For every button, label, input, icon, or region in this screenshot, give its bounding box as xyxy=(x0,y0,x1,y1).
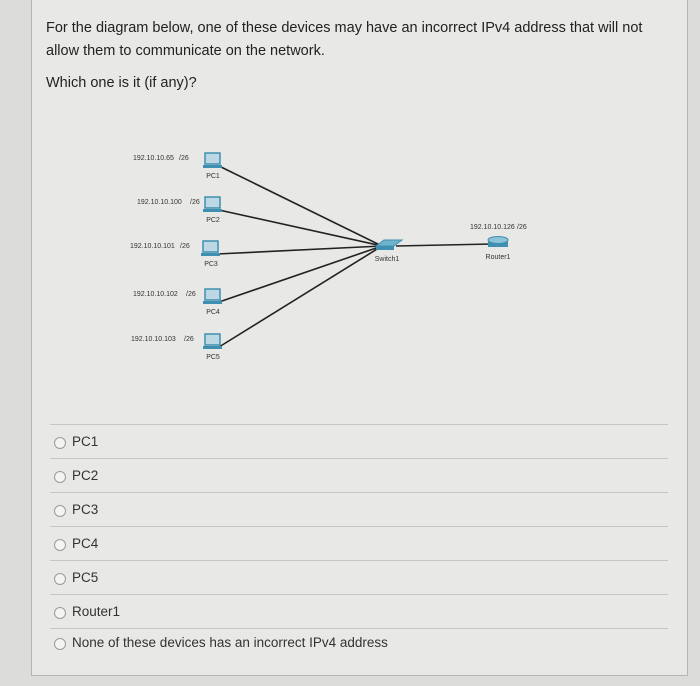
option-pc3[interactable]: PC3 xyxy=(50,493,668,527)
links xyxy=(216,165,493,348)
radio-button[interactable] xyxy=(54,437,66,449)
link-pc5 xyxy=(218,245,383,348)
question-text: For the diagram below, one of these devi… xyxy=(46,20,643,59)
option-label: PC1 xyxy=(72,434,99,449)
pc-ip: 192.10.10.100 xyxy=(137,199,182,206)
option-pc4[interactable]: PC4 xyxy=(50,527,668,561)
option-pc1[interactable]: PC1 xyxy=(50,425,668,459)
option-router1[interactable]: Router1 xyxy=(50,595,668,629)
keyboard-icon xyxy=(203,165,222,168)
link-pc4 xyxy=(218,245,383,303)
link-router1 xyxy=(395,243,493,247)
radio-button[interactable] xyxy=(54,505,66,517)
radio-button[interactable] xyxy=(54,607,66,619)
network-diagram: PC1192.10.10.65/26PC2192.10.10.100/26PC3… xyxy=(130,152,527,361)
option-label: None of these devices has an incorrect I… xyxy=(72,635,388,650)
pc-node[interactable]: PC3 192.10.10.101/26 xyxy=(130,240,220,268)
pc-mask: /26 xyxy=(190,199,200,206)
computer-icon xyxy=(204,196,221,209)
question-prompt: Which one is it (if any)? xyxy=(46,75,197,91)
pc-label: PC4 xyxy=(206,309,220,316)
pc-node[interactable]: PC2 192.10.10.100/26 xyxy=(137,196,222,224)
pc-mask: /26 xyxy=(180,243,190,250)
pc-ip: 192.10.10.103 xyxy=(131,336,176,343)
nodes: PC1192.10.10.65/26PC2192.10.10.100/26PC3… xyxy=(130,152,527,361)
link-pc2 xyxy=(218,209,383,247)
question-panel xyxy=(31,0,688,676)
computer-icon xyxy=(202,240,219,253)
pc-ip: 192.10.10.101 xyxy=(130,243,175,250)
link-pc1 xyxy=(218,165,383,247)
radio-button[interactable] xyxy=(54,638,66,650)
keyboard-icon xyxy=(201,253,220,256)
pc-node[interactable]: PC5 192.10.10.103/26 xyxy=(131,333,222,361)
keyboard-icon xyxy=(203,209,222,212)
pc-mask: /26 xyxy=(186,291,196,298)
router-label: Router1 xyxy=(486,254,511,261)
computer-icon xyxy=(204,333,221,346)
option-label: Router1 xyxy=(72,604,121,619)
option-pc2[interactable]: PC2 xyxy=(50,459,668,493)
pc-label: PC2 xyxy=(206,217,220,224)
switch-label: Switch1 xyxy=(375,256,400,263)
pc-node[interactable]: PC4 192.10.10.102/26 xyxy=(133,288,222,316)
option-label: PC3 xyxy=(72,502,99,517)
radio-button[interactable] xyxy=(54,573,66,585)
radio-button[interactable] xyxy=(54,539,66,551)
router-node[interactable]: Router1 192.10.10.126/26 xyxy=(470,224,527,261)
computer-icon xyxy=(204,288,221,301)
pc-mask: /26 xyxy=(179,155,189,162)
radio-button[interactable] xyxy=(54,471,66,483)
option-pc5[interactable]: PC5 xyxy=(50,561,668,595)
switch-icon xyxy=(374,239,404,247)
question: For the diagram below, one of these devi… xyxy=(46,17,676,104)
computer-icon xyxy=(204,152,221,165)
switch-front xyxy=(376,246,394,250)
option-label: PC2 xyxy=(72,468,99,483)
pc-label: PC1 xyxy=(206,173,220,180)
pc-label: PC3 xyxy=(204,261,218,268)
link-pc3 xyxy=(216,245,383,255)
option-label: PC5 xyxy=(72,570,99,585)
pc-ip: 192.10.10.65 xyxy=(133,155,174,162)
pc-node[interactable]: PC1 192.10.10.65/26 xyxy=(133,152,222,180)
router-mask: /26 xyxy=(517,224,527,231)
keyboard-icon xyxy=(203,301,222,304)
switch-node[interactable]: Switch1 xyxy=(374,239,404,263)
option-none[interactable]: None of these devices has an incorrect I… xyxy=(50,626,668,660)
divider xyxy=(50,424,668,425)
pc-ip: 192.10.10.102 xyxy=(133,291,178,298)
keyboard-icon xyxy=(203,346,222,349)
option-label: PC4 xyxy=(72,536,99,551)
pc-label: PC5 xyxy=(206,354,220,361)
router-ip: 192.10.10.126 xyxy=(470,224,515,231)
router-icon xyxy=(487,236,509,244)
pc-mask: /26 xyxy=(184,336,194,343)
